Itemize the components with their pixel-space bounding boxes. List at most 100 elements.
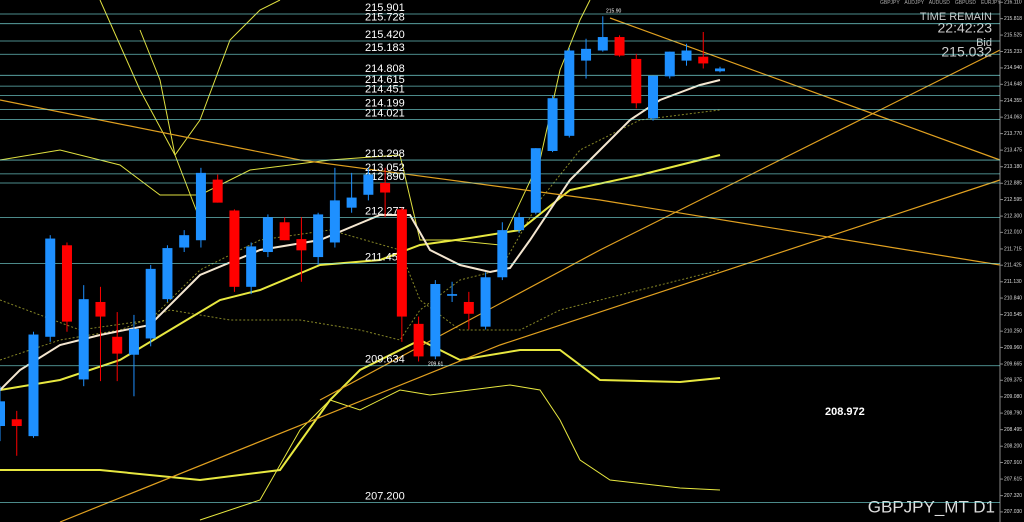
y-tick-label: 213.180 <box>1004 164 1022 170</box>
trend-line <box>59 179 1001 522</box>
candle-body <box>112 336 123 354</box>
candle-body <box>28 334 39 437</box>
candle-body <box>346 197 357 208</box>
candle-body <box>597 37 608 51</box>
y-tick-label: 213.475 <box>1004 147 1022 153</box>
y-tick-label: 209.665 <box>1004 361 1022 367</box>
candle-body <box>581 48 592 61</box>
symbol: EURJPY <box>981 0 1001 6</box>
y-tick-label: 214.355 <box>1004 98 1022 104</box>
timer: 22:42:23 <box>938 20 993 36</box>
candle-body <box>0 401 5 427</box>
y-tick-label: 216.110 <box>1004 0 1022 6</box>
level-label: 213.298 <box>365 148 405 160</box>
candle-body <box>514 217 525 231</box>
level-label: 215.901 <box>365 2 405 14</box>
candle-body <box>681 50 692 61</box>
candle-body <box>664 51 675 77</box>
candle-body <box>447 294 458 296</box>
candle-body <box>715 68 725 72</box>
candle-body <box>296 239 307 251</box>
y-tick-label: 207.320 <box>1004 493 1022 499</box>
y-tick-label: 210.545 <box>1004 312 1022 318</box>
y-tick-label: 210.840 <box>1004 295 1022 301</box>
y-tick-label: 215.525 <box>1004 32 1022 38</box>
candle-body <box>698 56 709 64</box>
band-line <box>139 29 201 221</box>
candle-body <box>313 214 324 258</box>
symbol: AUDJPY <box>904 0 924 6</box>
candle-body <box>61 245 72 322</box>
candle-body <box>279 222 290 241</box>
y-tick-label: 209.375 <box>1004 378 1022 384</box>
y-tick-label: 213.770 <box>1004 131 1022 137</box>
y-tick-label: 215.233 <box>1004 49 1022 55</box>
candle-body <box>363 174 374 195</box>
y-tick-label: 212.595 <box>1004 197 1022 203</box>
symbol: GBPUSD <box>955 0 977 6</box>
candle-body <box>212 179 223 203</box>
y-tick-label: 214.940 <box>1004 65 1022 71</box>
candle-body <box>497 230 508 278</box>
annotation: 215.90 <box>606 8 622 14</box>
level-label: 213.052 <box>365 162 405 174</box>
footer: GBPJPY_MT D1 <box>868 497 995 516</box>
candle-body <box>162 248 173 300</box>
candle-body <box>229 210 240 287</box>
moving-average <box>0 79 721 391</box>
candle-body <box>246 246 257 287</box>
candle-body <box>614 37 625 56</box>
candle-body <box>128 328 139 355</box>
band-line <box>0 154 721 391</box>
level-label: 215.183 <box>365 42 405 54</box>
band-line <box>199 384 721 521</box>
y-tick-label: 211.130 <box>1004 279 1022 285</box>
level-label: 214.615 <box>365 74 405 86</box>
candle-body <box>95 301 106 317</box>
candle-body <box>45 238 56 337</box>
level-label: 214.808 <box>365 63 405 75</box>
level-label: 207.200 <box>365 490 405 502</box>
y-tick-label: 215.818 <box>1004 16 1022 22</box>
y-tick-label: 210.250 <box>1004 328 1022 334</box>
y-tick-label: 211.715 <box>1004 246 1022 252</box>
y-tick-label: 207.030 <box>1004 509 1022 515</box>
y-tick-label: 207.615 <box>1004 476 1022 482</box>
candle-body <box>329 200 340 243</box>
candle-body <box>430 284 441 357</box>
symbol: GBPJPY <box>880 0 900 6</box>
level-label: 214.451 <box>365 83 405 95</box>
candle-body <box>648 75 659 119</box>
y-tick-label: 212.300 <box>1004 213 1022 219</box>
y-tick-label: 208.200 <box>1004 444 1022 450</box>
candle-body <box>145 268 156 339</box>
candle-body <box>530 148 541 213</box>
candle-body <box>480 277 491 327</box>
level-label: 215.420 <box>365 29 405 41</box>
bid: 215.032 <box>941 44 992 60</box>
level-label: 214.199 <box>365 97 405 109</box>
candle-body <box>631 58 642 104</box>
symbol: AUDUSD <box>929 0 951 6</box>
y-tick-label: 211.425 <box>1004 263 1022 269</box>
candle-body <box>195 172 206 241</box>
trend-line <box>319 49 1001 401</box>
level-label: 214.021 <box>365 107 405 119</box>
trend-line <box>0 99 1001 266</box>
level-label: 215.728 <box>365 12 405 24</box>
level-label: 211.458 <box>365 251 404 263</box>
annotation: 209.61 <box>428 361 444 367</box>
candle-body <box>179 235 190 248</box>
y-tick-label: 214.648 <box>1004 82 1022 88</box>
candle-body <box>380 182 391 193</box>
y-tick-label: 214.063 <box>1004 114 1022 120</box>
y-tick-label: 208.790 <box>1004 410 1022 416</box>
band-line <box>99 0 281 156</box>
annotation: 208.972 <box>825 406 865 418</box>
y-tick-label: 209.960 <box>1004 345 1022 351</box>
candle-body <box>262 217 273 253</box>
candle-body <box>11 419 22 427</box>
level-label: 209.634 <box>365 354 405 366</box>
